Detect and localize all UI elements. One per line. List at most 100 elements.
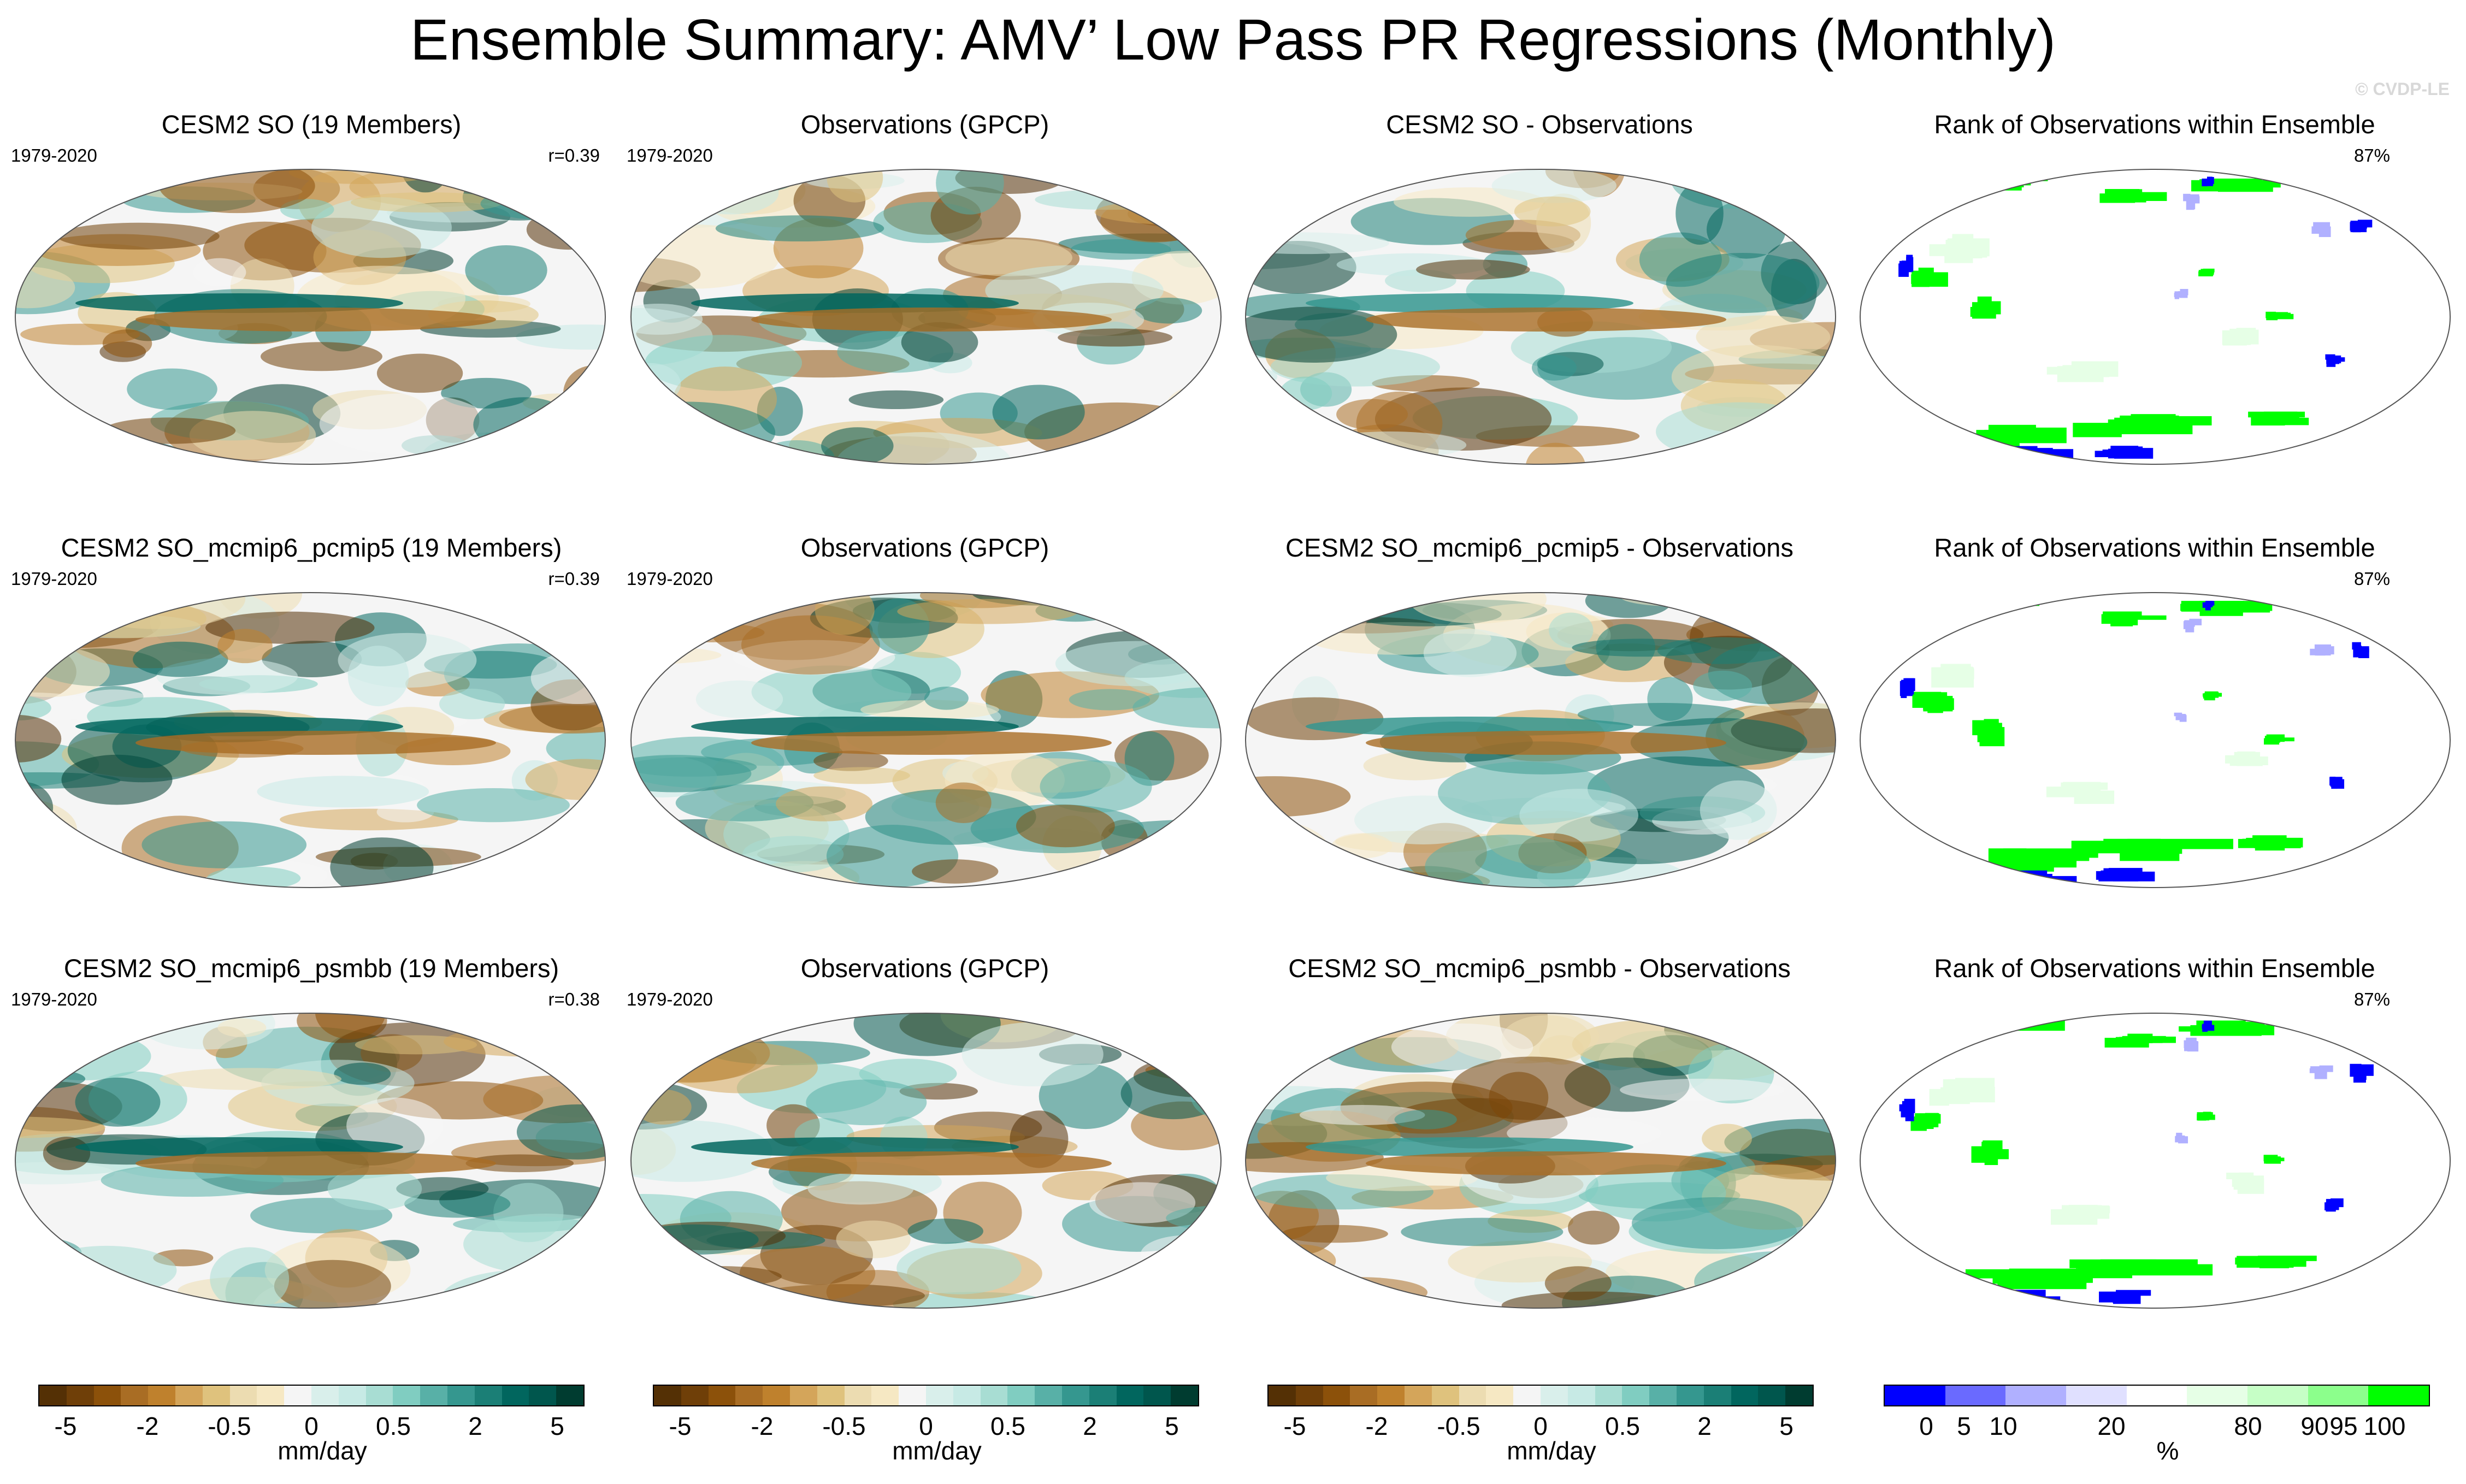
colorbar-swatch	[420, 1386, 447, 1405]
rank-map	[1860, 592, 2451, 888]
precip-map	[1245, 592, 1836, 888]
map-frame	[1855, 1008, 2456, 1316]
colorbar-tick-label: -0.5	[208, 1412, 251, 1440]
panel-title: Observations (GPCP)	[800, 954, 1049, 983]
map-frame	[1240, 1008, 1841, 1316]
colorbar-swatch	[284, 1386, 311, 1405]
colorbar-swatch	[763, 1386, 790, 1405]
colorbar-swatch	[93, 1386, 121, 1405]
colorbar-swatch	[1622, 1386, 1650, 1405]
year-range: 1979-2020	[11, 145, 97, 165]
colorbar-swatch	[1269, 1386, 1296, 1405]
map-frame	[1240, 587, 1841, 896]
colorbar-tick-label: -2	[1365, 1412, 1388, 1440]
colorbar-swatch	[735, 1386, 763, 1405]
panel-title: CESM2 SO_mcmip6_psmbb - Observations	[1288, 954, 1791, 983]
year-range: 1979-2020	[11, 989, 97, 1009]
colorbar-swatch	[681, 1386, 709, 1405]
colorbar-swatch	[1171, 1386, 1198, 1405]
colorbar-swatch	[899, 1386, 926, 1405]
panel-title: Observations (GPCP)	[800, 533, 1049, 562]
panel-title: Rank of Observations within Ensemble	[1934, 533, 2375, 562]
colorbar-swatch	[1513, 1386, 1541, 1405]
panel-title: CESM2 SO (19 Members)	[161, 110, 462, 139]
panel-title: CESM2 SO_mcmip6_psmbb (19 Members)	[63, 954, 559, 983]
colorbar-swatch	[708, 1386, 736, 1405]
colorbar-swatch	[925, 1386, 953, 1405]
year-range: 1979-2020	[627, 569, 713, 589]
colorbar-tick-label: -5	[669, 1412, 692, 1440]
colorbar-swatch	[1431, 1386, 1459, 1405]
precip-map	[1245, 169, 1836, 465]
colorbar-swatch	[474, 1386, 502, 1405]
panel-title: CESM2 SO - Observations	[1386, 110, 1693, 139]
colorbar-2	[653, 1385, 1199, 1406]
colorbar-tick-label: 20	[2097, 1412, 2126, 1440]
colorbar-tick-label: -0.5	[1437, 1412, 1480, 1440]
map-frame	[1240, 164, 1841, 472]
colorbar-tick-label: 0	[1919, 1412, 1933, 1440]
colorbar-swatch	[2308, 1386, 2369, 1405]
colorbar-swatch	[1377, 1386, 1405, 1405]
colorbar-swatch	[1649, 1386, 1677, 1405]
colorbar-tick-label: 100	[2363, 1412, 2406, 1440]
colorbar-tick-label: 90	[2300, 1412, 2329, 1440]
rank-map	[1860, 1013, 2451, 1309]
colorbar-swatch	[789, 1386, 817, 1405]
pattern-correlation: r=0.39	[548, 145, 600, 165]
colorbar-unit: mm/day	[278, 1436, 367, 1465]
colorbar-swatch	[202, 1386, 230, 1405]
colorbar-swatch	[175, 1386, 203, 1405]
colorbar-swatch	[529, 1386, 557, 1405]
panel-title: CESM2 SO_mcmip6_pcmip5 (19 Members)	[61, 533, 562, 562]
rank-map	[1860, 169, 2451, 465]
colorbar-tick-label: 5	[1957, 1412, 1971, 1440]
colorbar-tick-label: 2	[1697, 1412, 1712, 1440]
panel-title: Rank of Observations within Ensemble	[1934, 110, 2375, 139]
colorbar-swatch	[1459, 1386, 1486, 1405]
colorbar-swatch	[1567, 1386, 1595, 1405]
precip-map	[630, 1013, 1222, 1309]
colorbar-swatch	[871, 1386, 899, 1405]
precip-map	[1245, 1013, 1836, 1309]
map-frame	[1855, 587, 2456, 896]
colorbar-tick-label: 0	[304, 1412, 318, 1440]
colorbar-tick-label: 0	[1533, 1412, 1548, 1440]
watermark: © CVDP-LE	[2355, 79, 2450, 99]
colorbar-swatch	[229, 1386, 257, 1405]
colorbar-swatch	[556, 1386, 583, 1405]
colorbar-tick-label: 5	[1779, 1412, 1794, 1440]
year-range: 1979-2020	[627, 989, 713, 1009]
colorbar-tick-label: -5	[1283, 1412, 1306, 1440]
colorbar-tick-label: 0.5	[1605, 1412, 1640, 1440]
colorbar-unit: %	[2156, 1436, 2179, 1465]
colorbar-swatch	[66, 1386, 94, 1405]
colorbar-tick-label: -2	[751, 1412, 774, 1440]
rank-percentage: 87%	[2353, 569, 2390, 589]
colorbar-tick-label: 5	[1165, 1412, 1179, 1440]
colorbar-swatch	[953, 1386, 981, 1405]
colorbar-swatch	[1035, 1386, 1062, 1405]
colorbar-swatch	[1323, 1386, 1350, 1405]
panel-title: Rank of Observations within Ensemble	[1934, 954, 2375, 983]
colorbar-tick-label: -5	[54, 1412, 77, 1440]
colorbar-swatch	[2066, 1386, 2127, 1405]
colorbar-swatch	[1595, 1386, 1623, 1405]
colorbar-swatch	[1758, 1386, 1786, 1405]
colorbar-swatch	[365, 1386, 393, 1405]
map-frame	[626, 1008, 1226, 1316]
colorbar-swatch	[1885, 1386, 1945, 1405]
year-range: 1979-2020	[11, 569, 97, 589]
panel-title: CESM2 SO_mcmip6_pcmip5 - Observations	[1285, 533, 1794, 562]
colorbar-3	[1267, 1385, 1814, 1406]
colorbar-swatch	[1785, 1386, 1813, 1405]
colorbar-swatch	[121, 1386, 149, 1405]
colorbar-swatch	[844, 1386, 872, 1405]
colorbar-tick-label: 10	[1989, 1412, 2017, 1440]
colorbar-unit: mm/day	[1507, 1436, 1596, 1465]
colorbar-tick-label: 95	[2329, 1412, 2358, 1440]
map-frame	[10, 164, 611, 472]
colorbar-swatch	[2005, 1386, 2067, 1405]
precip-map	[630, 592, 1222, 888]
precip-map	[15, 169, 606, 465]
